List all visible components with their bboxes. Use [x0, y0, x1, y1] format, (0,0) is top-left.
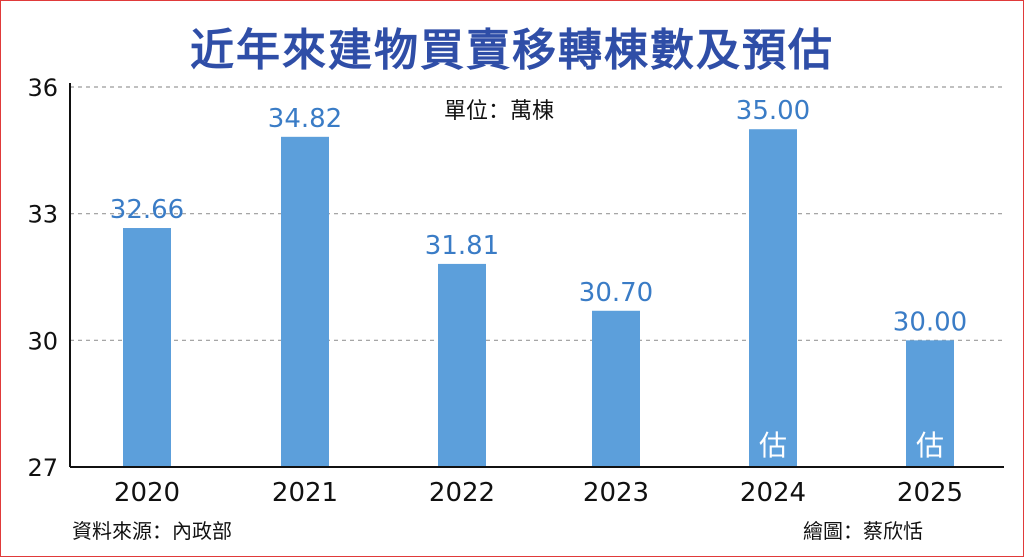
bar-2023 [592, 310, 640, 467]
estimate-label: 估 [916, 429, 944, 462]
y-tick-label: 27 [27, 454, 58, 482]
value-label: 31.81 [425, 231, 499, 261]
value-label: 30.70 [579, 278, 653, 308]
bar-2021 [281, 136, 329, 468]
credit-label: 繪圖：蔡欣恬 [803, 519, 923, 543]
chart-title: 近年來建物買賣移轉棟數及預估 [190, 25, 834, 76]
x-tick-label: 2020 [114, 478, 180, 508]
x-tick-label: 2024 [740, 478, 806, 508]
x-tick-label: 2025 [897, 478, 963, 508]
y-tick-label: 36 [27, 74, 58, 102]
y-tick-label: 33 [27, 201, 58, 229]
bar-2024 [749, 129, 797, 467]
value-label: 35.00 [736, 96, 810, 126]
estimate-label: 估 [759, 429, 787, 462]
value-label: 32.66 [110, 195, 184, 225]
bar-2022 [438, 263, 486, 467]
x-tick-label: 2022 [429, 478, 495, 508]
x-tick-label: 2021 [272, 478, 338, 508]
source-label: 資料來源：內政部 [72, 519, 232, 543]
value-label: 34.82 [268, 104, 342, 134]
unit-label: 單位：萬棟 [444, 99, 555, 124]
value-label: 30.00 [893, 307, 967, 337]
x-tick-label: 2023 [583, 478, 649, 508]
bar-2020 [123, 228, 171, 467]
y-tick-label: 30 [27, 327, 58, 355]
bar-2025 [906, 340, 954, 467]
